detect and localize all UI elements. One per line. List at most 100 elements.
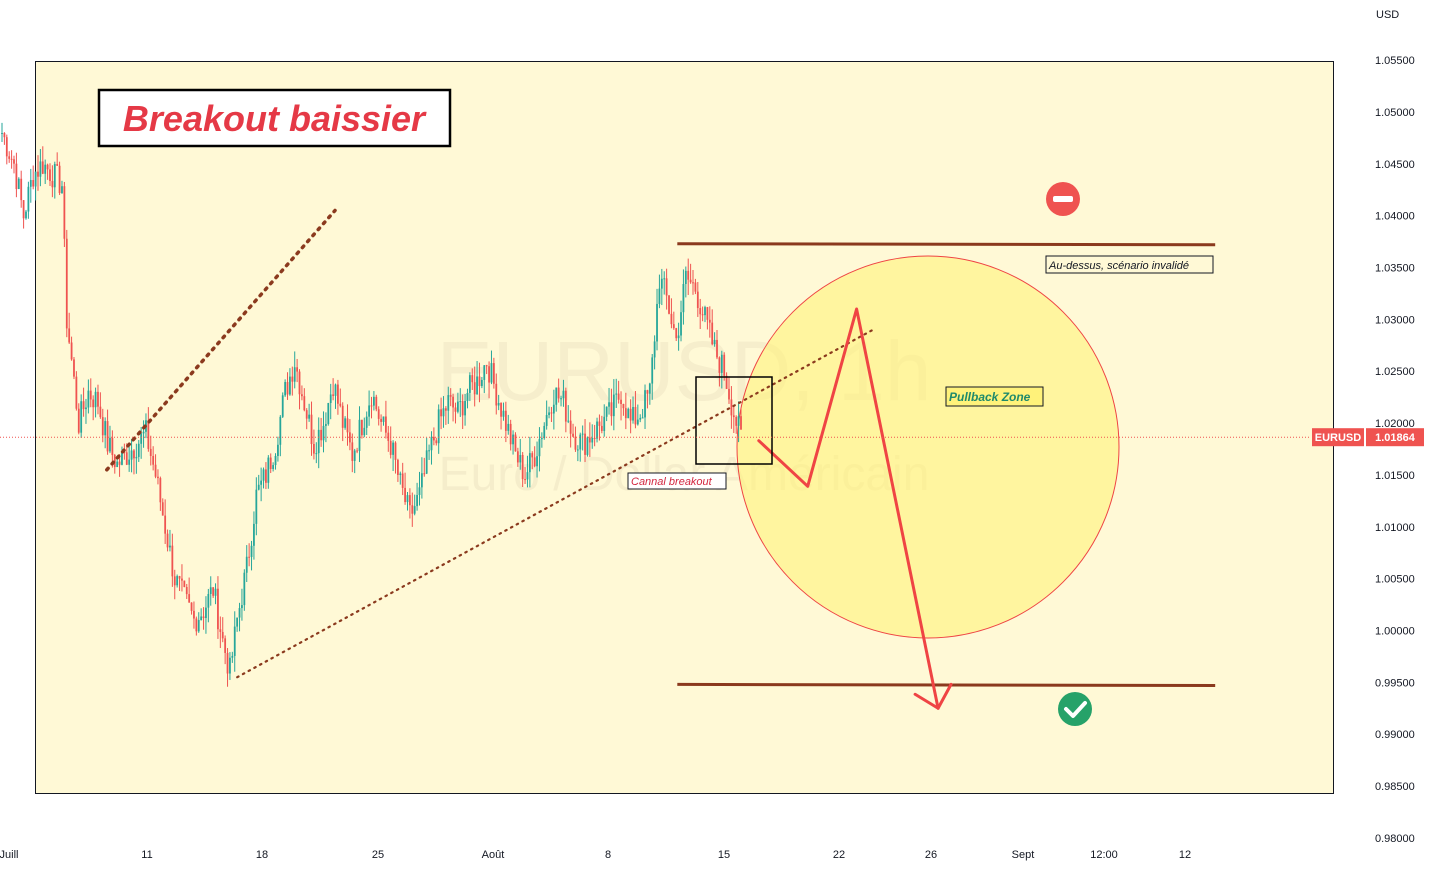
candle-body [581, 433, 584, 435]
candle-body [591, 437, 594, 443]
candle-body [197, 620, 200, 632]
candle-body [29, 180, 32, 187]
candle-body [497, 402, 500, 406]
candle-body [236, 617, 239, 627]
candle-body [560, 398, 562, 400]
candle-body [346, 418, 349, 433]
candle-body [567, 420, 570, 422]
candle-body [432, 436, 435, 441]
candle-body [1, 133, 3, 135]
candle-body [641, 417, 644, 419]
candle-body [608, 402, 610, 407]
candle-body [63, 186, 66, 239]
candle-body [224, 638, 227, 653]
candle-body [281, 395, 284, 417]
candle-body [646, 390, 649, 394]
candle-body [209, 587, 212, 594]
candle-body [408, 495, 411, 506]
y-tick-label: 1.04000 [1375, 211, 1415, 223]
candle-body [185, 586, 188, 595]
candle-body [296, 367, 299, 372]
candle-body [255, 489, 258, 524]
candle-body [543, 425, 546, 439]
candle-body [507, 423, 510, 431]
candle-body [464, 400, 466, 416]
candle-body [694, 282, 697, 292]
candle-body [272, 465, 275, 470]
y-tick-label: 1.00000 [1375, 625, 1415, 637]
candle-body [687, 270, 690, 280]
candle-body [396, 459, 399, 475]
trend-lines [105, 208, 1216, 710]
candle-body [480, 379, 483, 387]
candle-body [253, 523, 255, 546]
candle-body [699, 308, 702, 315]
candle-body [267, 457, 270, 483]
candle-body [682, 284, 685, 313]
candle-body [516, 451, 519, 463]
candle-body [725, 375, 728, 389]
y-tick-label: 1.01500 [1375, 470, 1415, 482]
candle-body [104, 421, 107, 436]
candle-body [706, 307, 709, 320]
candle-body [77, 408, 80, 433]
candle-body [668, 295, 670, 314]
candle-body [337, 384, 339, 404]
candle-body [17, 178, 20, 190]
candle-body [584, 433, 586, 455]
candle-body [416, 494, 418, 507]
candle-body [130, 450, 133, 460]
candle-body [502, 410, 505, 417]
candle-body [121, 451, 123, 465]
candle-body [406, 495, 409, 503]
candle-body [615, 393, 618, 395]
x-tick-label: 25 [372, 849, 384, 861]
candle-body [231, 655, 234, 658]
candle-body [207, 593, 210, 608]
candle-body [389, 440, 392, 455]
candle-body [610, 402, 613, 417]
projection-path [757, 307, 940, 710]
candle-body [440, 409, 442, 417]
candle-body [260, 480, 263, 485]
candle-body [320, 429, 323, 441]
candle-body [109, 437, 111, 452]
candle-body [519, 454, 522, 463]
x-tick-label: 26 [925, 849, 937, 861]
candle-body [339, 403, 342, 406]
candle-body [579, 434, 582, 450]
candle-body [596, 421, 598, 439]
candle-body [13, 159, 15, 164]
y-tick-label: 0.99000 [1375, 729, 1415, 741]
pullback-label: Pullback Zone [949, 390, 1031, 404]
invalid-label-box: Au-dessus, scénario invalidé [1045, 255, 1214, 274]
candle-body [80, 401, 83, 433]
candle-body [442, 408, 445, 417]
candle-body [149, 448, 152, 456]
x-tick-label: Août [482, 849, 505, 861]
candle-body [188, 594, 191, 603]
candle-body [351, 442, 354, 461]
candle-body [159, 478, 162, 503]
candle-body [176, 576, 179, 586]
candle-body [325, 424, 327, 426]
check-icon [1058, 692, 1092, 726]
candle-body [540, 438, 543, 440]
candle-body [53, 164, 56, 188]
candle-body [152, 455, 155, 465]
candle-body [305, 410, 308, 419]
candle-body [461, 401, 464, 416]
candle-body [452, 396, 454, 408]
candle-body [478, 376, 481, 387]
y-tick-label: 1.03000 [1375, 314, 1415, 326]
candle-body [617, 393, 620, 400]
candle-body [22, 200, 25, 219]
candle-body [533, 457, 536, 467]
candle-body [713, 339, 716, 345]
candle-body [468, 375, 471, 393]
candle-body [399, 473, 402, 475]
candle-body [70, 342, 73, 360]
y-tick-label: 1.03500 [1375, 263, 1415, 275]
candle-body [99, 406, 102, 418]
